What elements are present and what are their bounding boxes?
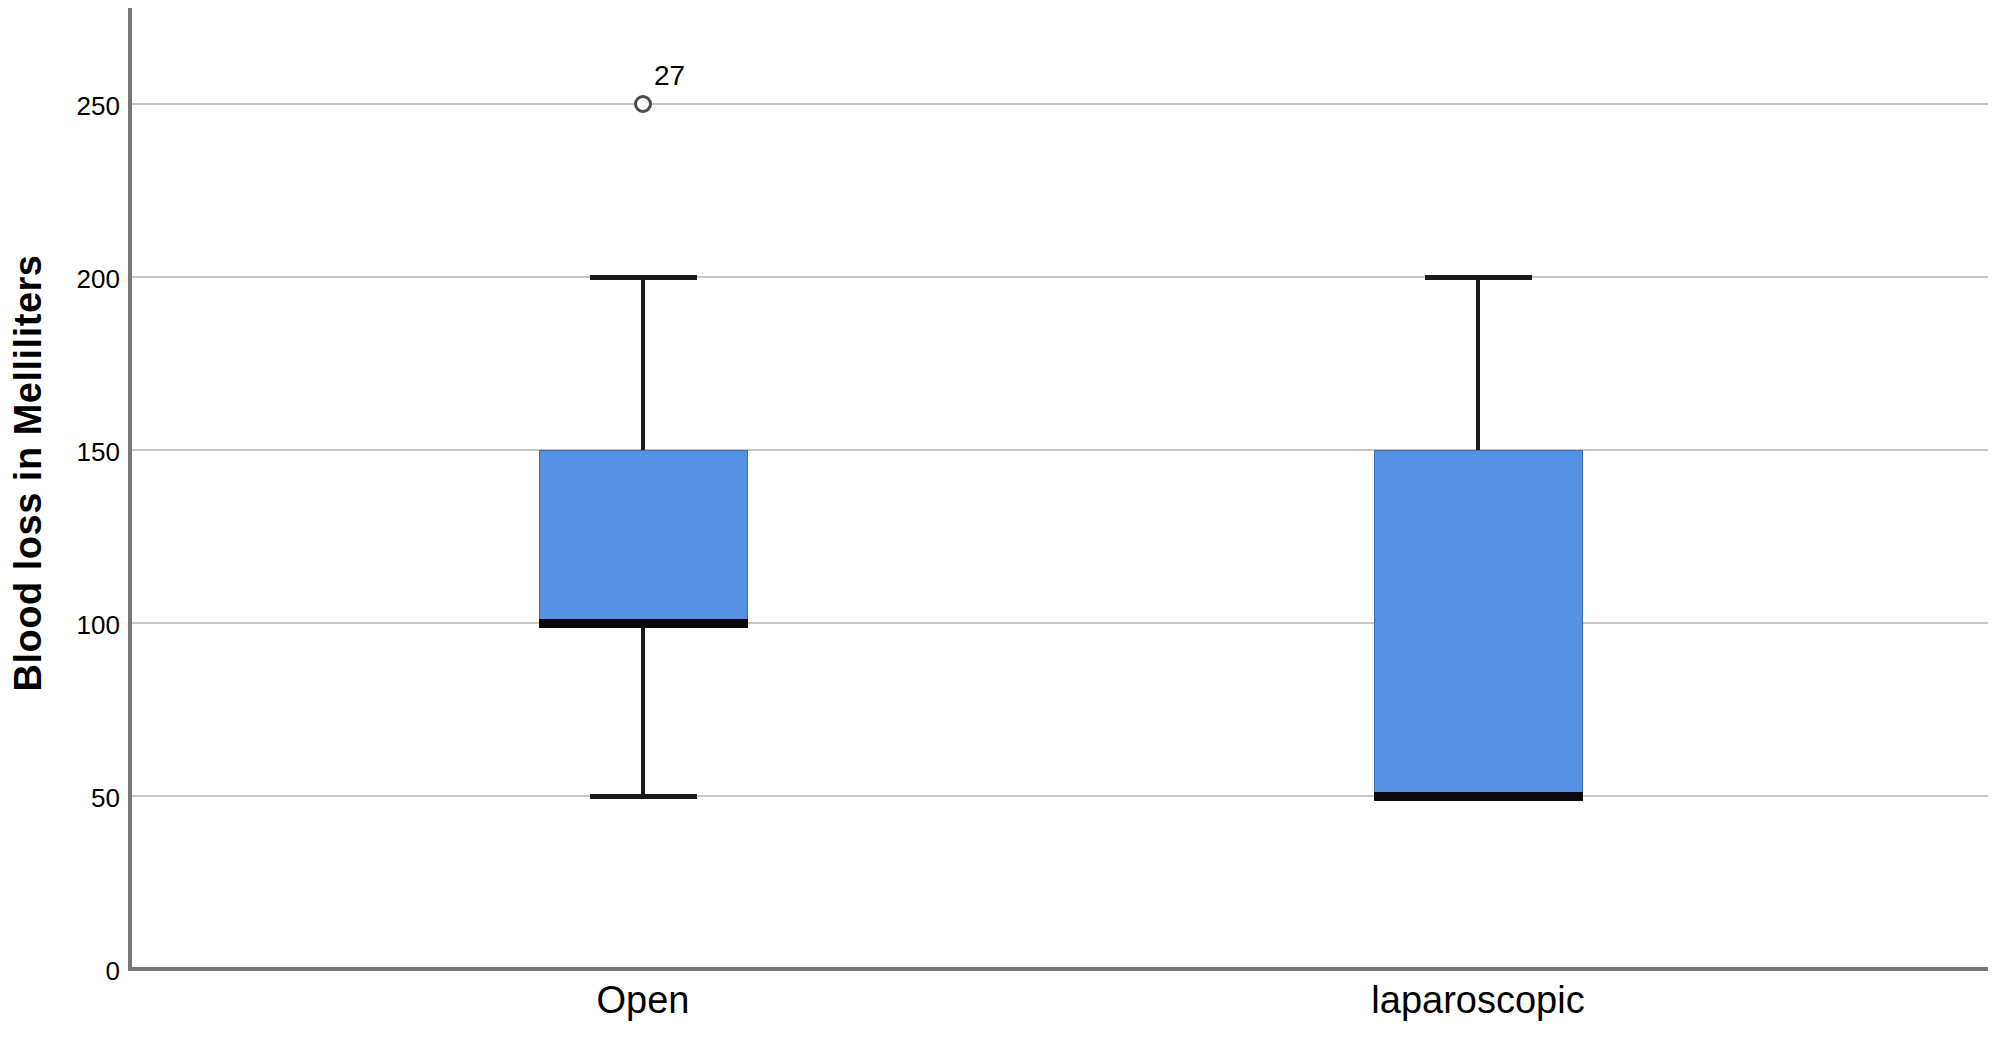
median-line [1374,792,1583,801]
plot-area: 0 50 100 150 200 250 27 Open laparoscopic [0,0,2000,1039]
whisker-cap [590,794,697,799]
box-rect [1374,450,1583,796]
y-tick-label: 50 [10,785,120,811]
y-tick-label: 100 [10,612,120,638]
whisker-line [641,277,645,450]
x-axis-spine [128,967,1988,971]
outlier-point [634,95,652,113]
box-rect [539,450,748,623]
x-category-label: laparoscopic [1228,979,1728,1021]
outlier-label: 27 [654,61,685,91]
boxplot-figure: Blood loss in Melliliters 05010015020025… [0,0,2000,1039]
gridline [130,795,1988,797]
x-category-label: Open [393,979,893,1021]
y-tick-label: 0 [10,958,120,984]
gridline [130,276,1988,278]
whisker-cap [590,275,697,280]
y-tick-label: 250 [10,93,120,119]
gridline [130,622,1988,624]
whisker-line [1476,277,1480,450]
gridline [130,103,1988,105]
whisker-cap [1425,275,1532,280]
median-line [539,619,748,628]
whisker-line [641,623,645,796]
gridline [130,449,1988,451]
y-tick-label: 200 [10,266,120,292]
y-axis-spine [128,8,132,971]
y-tick-label: 150 [10,439,120,465]
